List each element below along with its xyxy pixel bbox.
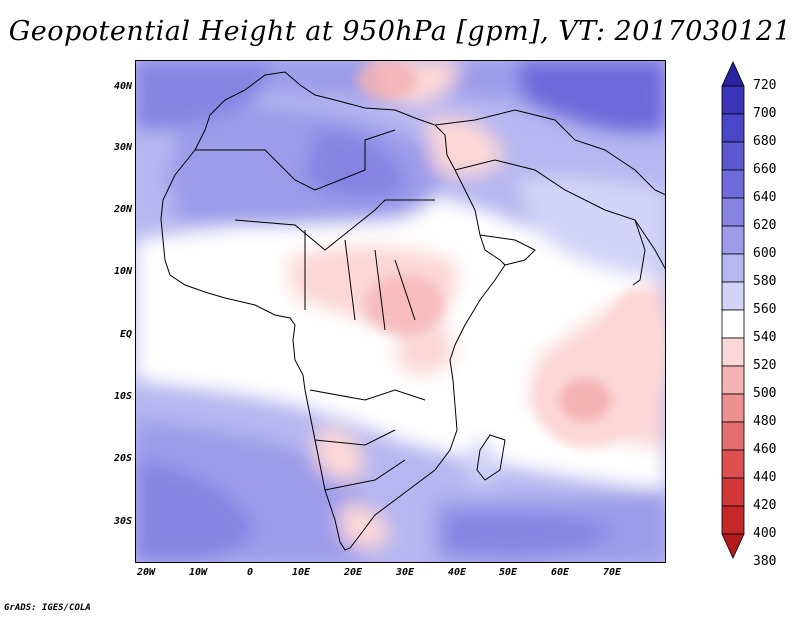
colorbar-segment	[721, 197, 745, 227]
colorbar-level-label: 640	[753, 190, 777, 205]
colorbar-segment	[721, 225, 745, 255]
lon-label: 10E	[291, 567, 311, 578]
colorbar-cap-top	[721, 61, 745, 87]
colorbar-level-label: 420	[753, 498, 777, 513]
lon-label: 0	[246, 567, 254, 578]
colorbar	[721, 61, 745, 559]
colorbar-level-label: 540	[753, 330, 777, 345]
lat-label: EQ	[119, 329, 132, 340]
colorbar-level-label: 500	[753, 386, 777, 401]
colorbar-segment	[721, 393, 745, 423]
colorbar-level-label: 600	[753, 246, 777, 261]
lon-label: 70E	[602, 567, 622, 578]
colorbar-segment	[721, 365, 745, 395]
lon-label: 20E	[343, 567, 363, 578]
lat-label: 20N	[113, 204, 132, 215]
colorbar-level-label: 560	[753, 302, 777, 317]
lon-label: 40E	[447, 567, 467, 578]
colorbar-level-label: 680	[753, 134, 777, 149]
colorbar-segment	[721, 281, 745, 311]
lon-label: 60E	[550, 567, 570, 578]
lat-label: 30S	[113, 516, 132, 527]
colorbar-segment	[721, 113, 745, 143]
colorbar-segment	[721, 337, 745, 367]
colorbar-segment	[721, 421, 745, 451]
colorbar-segment	[721, 169, 745, 199]
colorbar-level-label: 580	[753, 274, 777, 289]
credit-text: GrADS: IGES/COLA	[4, 603, 91, 613]
colorbar-level-label: 480	[753, 414, 777, 429]
colorbar-level-label: 460	[753, 442, 777, 457]
colorbar-level-label: 660	[753, 162, 777, 177]
colorbar-level-label: 520	[753, 358, 777, 373]
lat-label: 10S	[113, 391, 132, 402]
colorbar-segment	[721, 449, 745, 479]
colorbar-segment	[721, 85, 745, 115]
lon-label: 30E	[395, 567, 415, 578]
colorbar-segment	[721, 505, 745, 535]
coastlines	[160, 71, 666, 551]
lat-label: 40N	[113, 81, 132, 92]
lon-label: 10W	[188, 567, 208, 578]
colorbar-level-label: 440	[753, 470, 777, 485]
colorbar-level-label: 400	[753, 526, 777, 541]
lon-label: 50E	[498, 567, 518, 578]
map-title: Geopotential Height at 950hPa [gpm], VT:…	[8, 16, 792, 47]
geopotential-field	[135, 60, 666, 563]
map-panel[interactable]	[135, 60, 666, 563]
colorbar-level-label: 720	[753, 78, 777, 93]
colorbar-segment	[721, 309, 745, 339]
lat-label: 30N	[113, 142, 132, 153]
lon-label: 20W	[136, 567, 156, 578]
colorbar-segment	[721, 477, 745, 507]
colorbar-segment	[721, 141, 745, 171]
colorbar-level-label: 620	[753, 218, 777, 233]
colorbar-cap-bottom	[721, 533, 745, 559]
colorbar-level-label: 380	[753, 554, 777, 569]
lat-label: 20S	[113, 453, 132, 464]
colorbar-level-label: 700	[753, 106, 777, 121]
colorbar-segment	[721, 253, 745, 283]
lat-label: 10N	[113, 266, 132, 277]
